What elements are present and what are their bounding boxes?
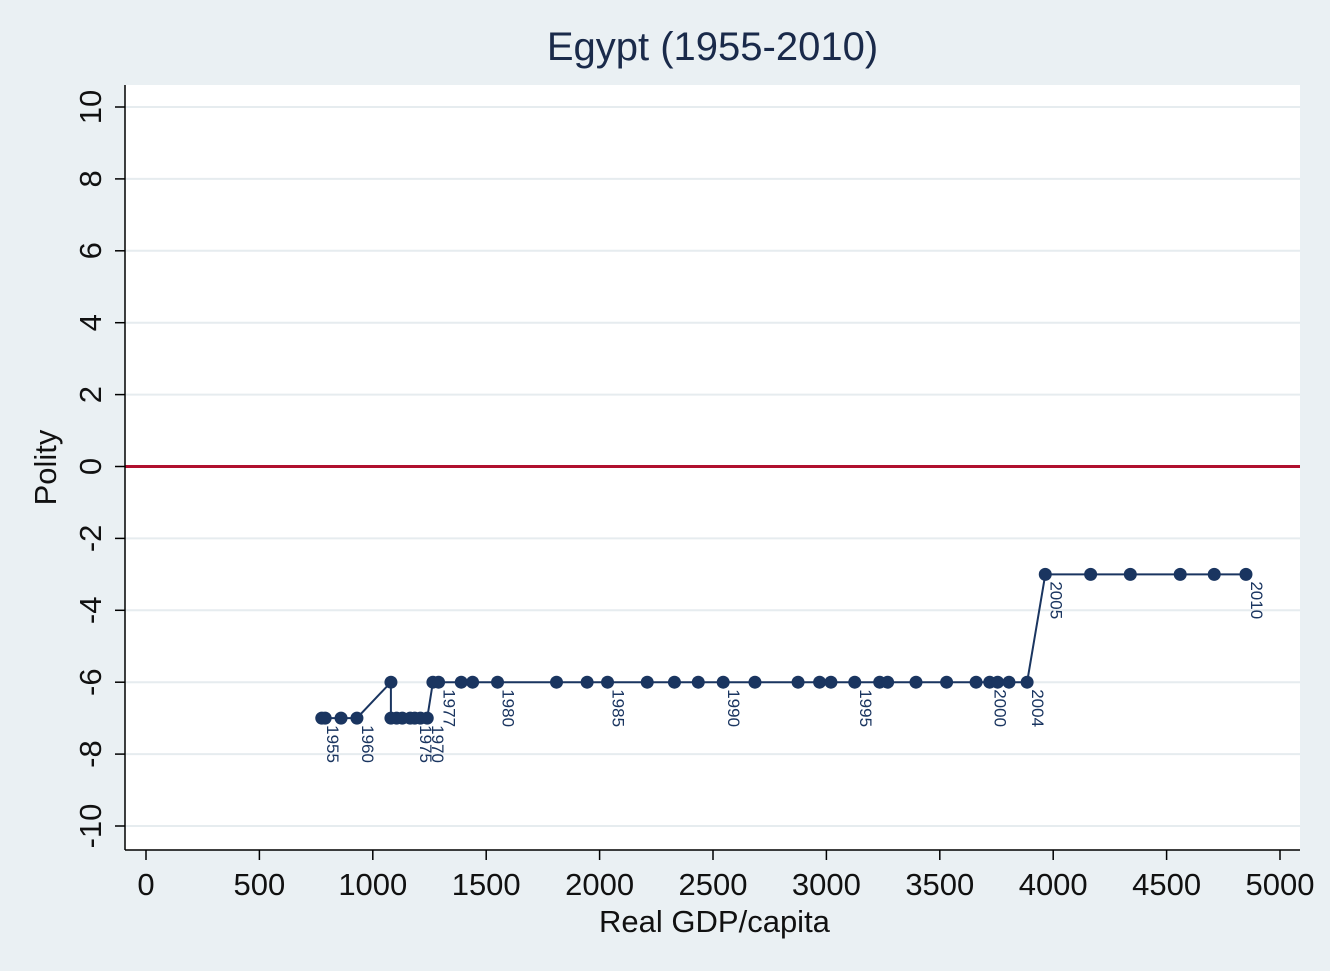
point-year-label: 1970 bbox=[428, 725, 447, 763]
data-point bbox=[1207, 567, 1221, 581]
chart-title: Egypt (1955-2010) bbox=[547, 25, 878, 69]
point-year-label: 1990 bbox=[724, 689, 743, 727]
y-tick-label: -4 bbox=[73, 597, 108, 625]
data-point bbox=[969, 675, 983, 689]
x-tick-label: 3500 bbox=[905, 867, 974, 902]
point-year-label: 1985 bbox=[609, 689, 628, 727]
y-tick-label: -8 bbox=[73, 740, 108, 768]
x-tick-label: 500 bbox=[234, 867, 286, 902]
point-year-label: 1960 bbox=[358, 725, 377, 763]
x-tick-label: 0 bbox=[137, 867, 154, 902]
y-tick-label: 8 bbox=[73, 170, 108, 187]
data-point bbox=[491, 675, 505, 689]
data-point bbox=[640, 675, 654, 689]
data-point bbox=[1123, 567, 1137, 581]
data-point bbox=[791, 675, 805, 689]
y-tick-label: 2 bbox=[73, 386, 108, 403]
data-point bbox=[350, 711, 364, 725]
point-year-label: 2004 bbox=[1028, 689, 1047, 727]
x-tick-label: 4000 bbox=[1019, 867, 1088, 902]
y-tick-label: -10 bbox=[73, 804, 108, 849]
data-point bbox=[824, 675, 838, 689]
data-point bbox=[748, 675, 762, 689]
x-tick-label: 5000 bbox=[1246, 867, 1315, 902]
y-tick-label: 0 bbox=[73, 458, 108, 475]
data-point bbox=[334, 711, 348, 725]
point-year-label: 1977 bbox=[440, 689, 459, 727]
data-point bbox=[813, 675, 827, 689]
point-year-label: 1980 bbox=[499, 689, 518, 727]
x-tick-label: 2000 bbox=[565, 867, 634, 902]
axes: -10 -8 -6 -4 -2 0 2 4 6 8 10 0 500 1000 1500 2000 2500 30… bbox=[73, 85, 1315, 902]
x-tick-label: 1500 bbox=[452, 867, 521, 902]
point-year-label: 1995 bbox=[856, 689, 875, 727]
data-point bbox=[318, 711, 332, 725]
x-tick-label: 3000 bbox=[792, 867, 861, 902]
data-point bbox=[667, 675, 681, 689]
data-point bbox=[384, 675, 398, 689]
data-point bbox=[1084, 567, 1098, 581]
data-point bbox=[550, 675, 564, 689]
data-point bbox=[691, 675, 705, 689]
data-point bbox=[432, 675, 446, 689]
data-point bbox=[1002, 675, 1016, 689]
data-point bbox=[1239, 567, 1253, 581]
data-point bbox=[716, 675, 730, 689]
x-tick-label: 4500 bbox=[1132, 867, 1201, 902]
x-tick-label: 1000 bbox=[338, 867, 407, 902]
data-point bbox=[1020, 675, 1034, 689]
y-tick-label: -2 bbox=[73, 525, 108, 553]
y-tick-label: 10 bbox=[73, 90, 108, 124]
point-year-label: 2010 bbox=[1247, 581, 1266, 619]
data-point bbox=[420, 711, 434, 725]
point-year-label: 1955 bbox=[323, 725, 342, 763]
data-point bbox=[1038, 567, 1052, 581]
point-year-label: 2005 bbox=[1046, 581, 1065, 619]
y-tick-label: 6 bbox=[73, 242, 108, 259]
data-point bbox=[1173, 567, 1187, 581]
x-axis-title: Real GDP/capita bbox=[599, 904, 831, 939]
data-point bbox=[881, 675, 895, 689]
data-point bbox=[580, 675, 594, 689]
point-year-label: 2000 bbox=[991, 689, 1010, 727]
y-axis-title: Polity bbox=[28, 429, 63, 505]
data-point bbox=[601, 675, 615, 689]
y-tick-label: -6 bbox=[73, 668, 108, 696]
data-point bbox=[909, 675, 923, 689]
point-year-label: 1975 bbox=[416, 725, 435, 763]
x-tick-label: 2500 bbox=[679, 867, 748, 902]
data-point bbox=[466, 675, 480, 689]
data-point bbox=[454, 675, 468, 689]
data-point bbox=[848, 675, 862, 689]
y-tick-label: 4 bbox=[73, 314, 108, 331]
data-point bbox=[940, 675, 954, 689]
data-point bbox=[991, 675, 1005, 689]
